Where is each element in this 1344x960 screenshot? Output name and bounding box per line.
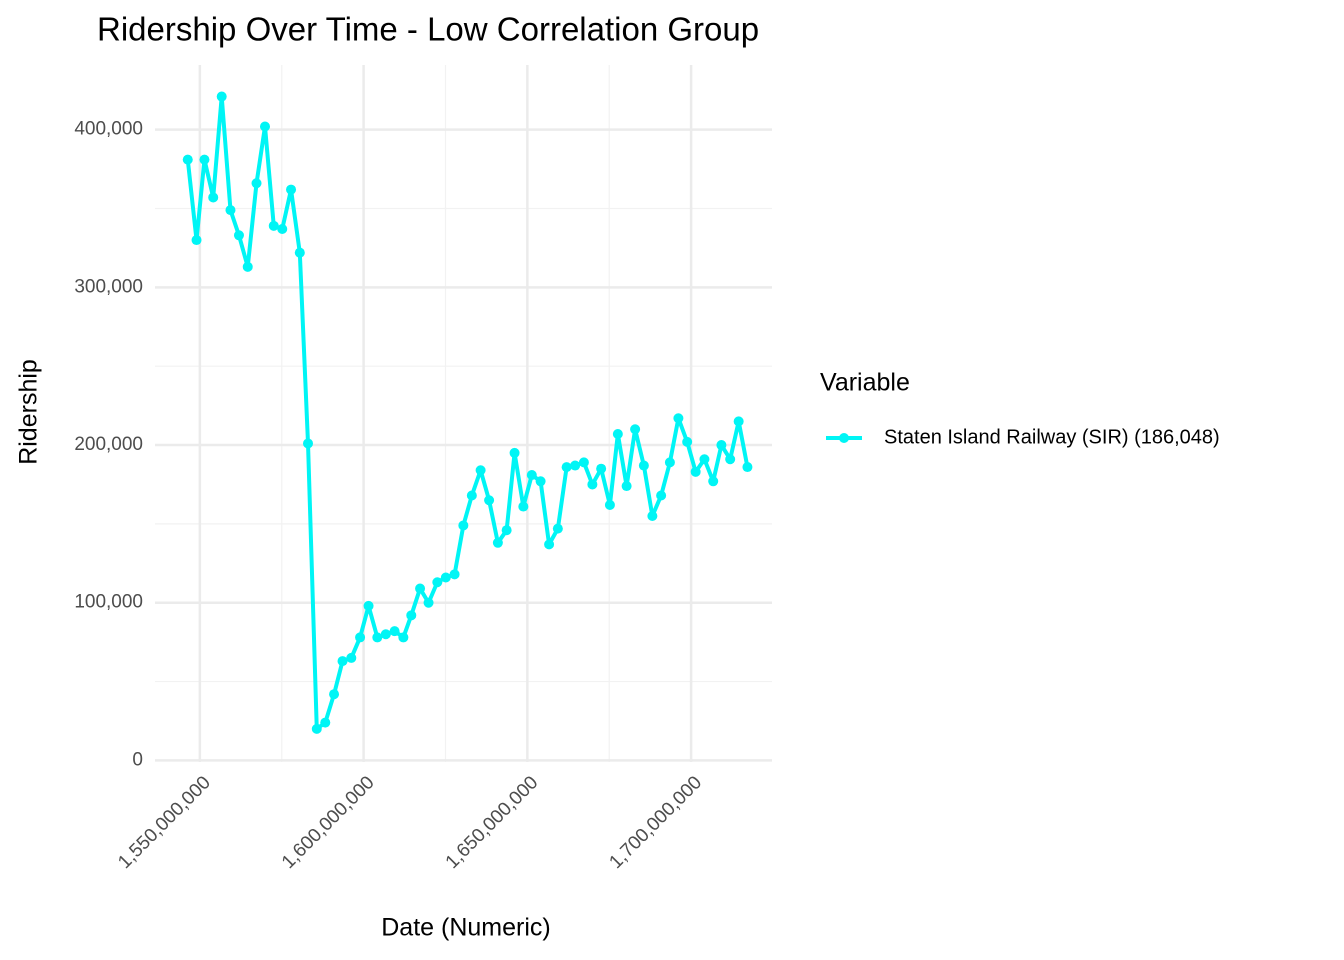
data-point — [552, 523, 563, 534]
data-point — [475, 465, 486, 476]
data-point — [699, 454, 710, 465]
data-point — [320, 717, 331, 728]
x-tick-label: 1,700,000,000 — [605, 772, 706, 873]
data-point — [561, 462, 572, 473]
data-point — [208, 192, 219, 203]
data-point — [311, 723, 322, 734]
data-point — [596, 463, 607, 474]
grid — [155, 65, 772, 762]
data-point — [191, 235, 202, 246]
y-tick-label: 200,000 — [74, 434, 143, 455]
legend-title: Variable — [820, 369, 910, 397]
data-point — [733, 416, 744, 427]
legend-point — [839, 433, 849, 443]
data-point — [535, 476, 546, 487]
x-tick-label: 1,550,000,000 — [114, 772, 215, 873]
data-point — [656, 490, 667, 501]
data-point — [363, 600, 374, 611]
y-tick-label: 0 — [132, 749, 143, 770]
data-point — [380, 629, 391, 640]
data-point — [501, 525, 512, 536]
data-point — [251, 178, 262, 189]
series-line — [185, 94, 750, 731]
data-point — [716, 440, 727, 451]
data-point — [233, 230, 244, 241]
x-tick-label: 1,650,000,000 — [442, 772, 543, 873]
x-axis-title: Date (Numeric) — [381, 914, 550, 942]
data-point — [346, 652, 357, 663]
data-point — [372, 632, 383, 643]
data-point — [742, 462, 753, 473]
y-tick-label: 400,000 — [74, 119, 143, 140]
data-point — [587, 479, 598, 490]
data-point — [638, 460, 649, 471]
data-point — [389, 626, 400, 637]
data-point — [449, 569, 460, 580]
data-point — [518, 501, 529, 512]
y-tick-label: 300,000 — [74, 276, 143, 297]
data-point — [570, 460, 581, 471]
data-point — [630, 424, 641, 435]
data-point — [621, 481, 632, 492]
x-tick-label: 1,600,000,000 — [278, 772, 379, 873]
data-point — [398, 632, 409, 643]
data-point — [432, 577, 443, 588]
y-tick-label: 100,000 — [74, 592, 143, 613]
data-point — [329, 689, 340, 700]
data-point — [690, 466, 701, 477]
data-point — [182, 154, 193, 165]
data-point — [423, 597, 434, 608]
data-point — [466, 490, 477, 501]
chart-title: Ridership Over Time - Low Correlation Gr… — [97, 11, 759, 48]
data-point — [337, 656, 348, 667]
data-point — [458, 520, 469, 531]
data-point — [725, 454, 736, 465]
data-point — [578, 457, 589, 468]
data-point — [216, 91, 227, 102]
data-point — [647, 511, 658, 521]
data-point — [415, 583, 426, 594]
data-point — [509, 447, 520, 458]
data-point — [259, 121, 270, 132]
data-point — [286, 184, 297, 195]
data-point — [440, 572, 451, 583]
data-point — [406, 610, 417, 621]
data-point — [242, 261, 253, 272]
legend-label: Staten Island Railway (SIR) (186,048) — [884, 426, 1220, 448]
data-point — [673, 413, 684, 424]
data-point — [277, 224, 288, 234]
data-point — [355, 632, 366, 643]
data-point — [225, 205, 236, 216]
data-point — [303, 438, 314, 449]
data-point — [682, 436, 693, 447]
data-point — [612, 429, 623, 439]
data-point — [664, 457, 675, 468]
data-point — [544, 539, 555, 550]
y-axis-title: Ridership — [15, 359, 43, 465]
data-point — [199, 154, 210, 165]
data-point — [268, 220, 279, 231]
data-point — [492, 537, 503, 548]
data-point — [294, 247, 305, 258]
data-point — [526, 470, 537, 480]
data-point — [708, 476, 719, 487]
data-point — [604, 499, 615, 510]
data-point — [484, 495, 495, 506]
